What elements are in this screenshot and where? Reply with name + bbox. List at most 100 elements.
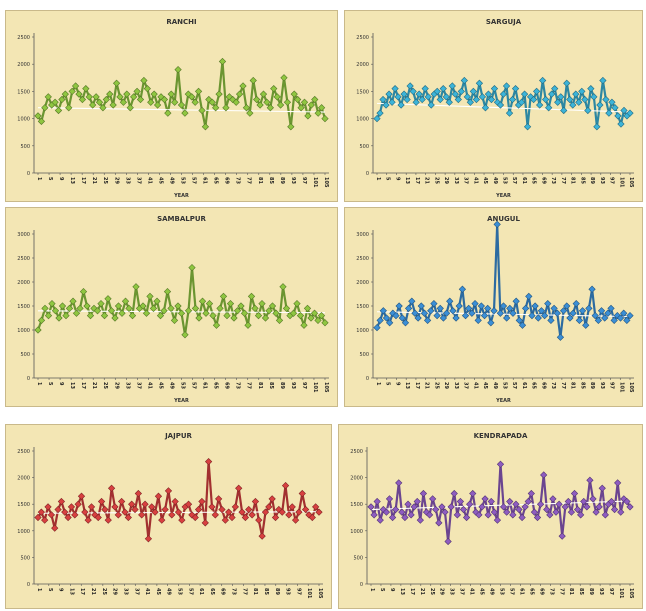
data-point: [212, 321, 221, 329]
y-tick-label: 0: [27, 171, 30, 177]
data-point: [114, 302, 123, 310]
data-point: [382, 314, 391, 322]
data-point: [462, 513, 471, 522]
data-point: [205, 95, 213, 104]
chart-title: KENDRAPADA: [474, 432, 528, 440]
data-point: [296, 311, 305, 320]
x-tick-label: 69: [224, 177, 230, 184]
x-tick-label: 69: [538, 588, 544, 595]
y-tick-label: 2000: [17, 476, 30, 482]
data-point: [188, 263, 196, 272]
x-tick-label: 73: [548, 588, 554, 595]
data-point: [184, 307, 193, 315]
data-point: [178, 516, 186, 524]
data-point: [139, 302, 147, 310]
data-point: [41, 516, 49, 524]
data-point: [181, 109, 189, 117]
data-point: [273, 93, 281, 101]
data-point: [154, 492, 163, 500]
x-tick-label: 65: [213, 382, 219, 389]
x-tick-label: 33: [124, 382, 130, 389]
data-point: [307, 314, 315, 322]
data-point: [121, 508, 129, 516]
x-tick-label: 49: [492, 382, 498, 389]
data-point: [484, 90, 493, 98]
data-point: [542, 95, 550, 104]
y-tick-label: 0: [366, 171, 369, 177]
data-point: [51, 524, 59, 532]
data-point: [620, 309, 628, 317]
y-tick-label: 500: [20, 144, 30, 150]
data-point: [468, 309, 476, 317]
data-point: [44, 311, 53, 320]
data-point: [439, 85, 447, 93]
x-tick-label: 61: [198, 588, 204, 595]
y-tick-label: 500: [359, 352, 369, 358]
x-tick-label: 93: [599, 382, 605, 389]
y-tick-label: 2500: [17, 35, 30, 41]
data-point: [556, 333, 565, 341]
data-point: [118, 309, 126, 317]
data-point: [280, 74, 288, 82]
data-point: [543, 505, 551, 514]
chart-title: SAMBALPUR: [157, 215, 206, 223]
data-point: [614, 479, 622, 487]
data-point: [408, 297, 416, 305]
data-point: [506, 497, 514, 506]
data-point: [295, 508, 303, 516]
x-axis-label: YEAR: [173, 398, 189, 404]
data-point: [382, 508, 391, 516]
data-point: [373, 497, 381, 506]
data-point: [569, 309, 577, 317]
data-point: [608, 98, 616, 106]
data-point: [536, 500, 545, 508]
data-point: [170, 316, 179, 325]
x-tick-label: 77: [560, 177, 566, 184]
x-tick-label: 17: [80, 382, 86, 389]
data-point: [258, 299, 266, 308]
data-point: [410, 503, 418, 511]
data-point: [75, 90, 83, 98]
data-point: [503, 314, 511, 322]
trend-line: [376, 311, 631, 318]
data-point: [471, 299, 479, 308]
y-tick-label: 2000: [17, 62, 30, 68]
data-point: [201, 519, 209, 527]
data-point: [545, 104, 553, 112]
data-point: [552, 508, 560, 516]
data-point: [235, 90, 244, 98]
data-point: [578, 307, 587, 315]
data-point: [251, 304, 259, 313]
data-point: [54, 106, 63, 115]
data-point: [450, 489, 458, 498]
x-tick-label: 65: [209, 588, 215, 595]
data-point: [412, 98, 420, 106]
data-point: [534, 314, 542, 322]
x-tick-label: 41: [472, 382, 478, 389]
y-tick-label: 2000: [350, 476, 363, 482]
data-point: [563, 302, 571, 310]
data-point: [223, 311, 231, 320]
data-point: [235, 484, 243, 492]
x-tick-label: 1: [375, 382, 381, 386]
data-point: [44, 93, 52, 101]
data-point: [221, 516, 229, 524]
x-tick-label: 65: [531, 382, 537, 389]
data-point: [610, 505, 619, 514]
data-point: [76, 304, 84, 313]
y-tick-label: 3000: [17, 232, 30, 238]
data-point: [490, 85, 499, 93]
x-tick-label: 13: [68, 588, 74, 595]
data-point: [439, 314, 448, 322]
x-tick-label: 5: [47, 588, 53, 592]
x-tick-label: 77: [246, 177, 252, 184]
data-point: [254, 311, 263, 320]
data-point: [104, 295, 112, 303]
x-tick-label: 69: [540, 177, 546, 184]
x-tick-label: 89: [279, 177, 285, 184]
data-point: [601, 511, 609, 519]
data-point: [198, 297, 207, 305]
data-point: [44, 503, 52, 511]
data-point: [493, 220, 501, 229]
data-point: [107, 307, 116, 315]
